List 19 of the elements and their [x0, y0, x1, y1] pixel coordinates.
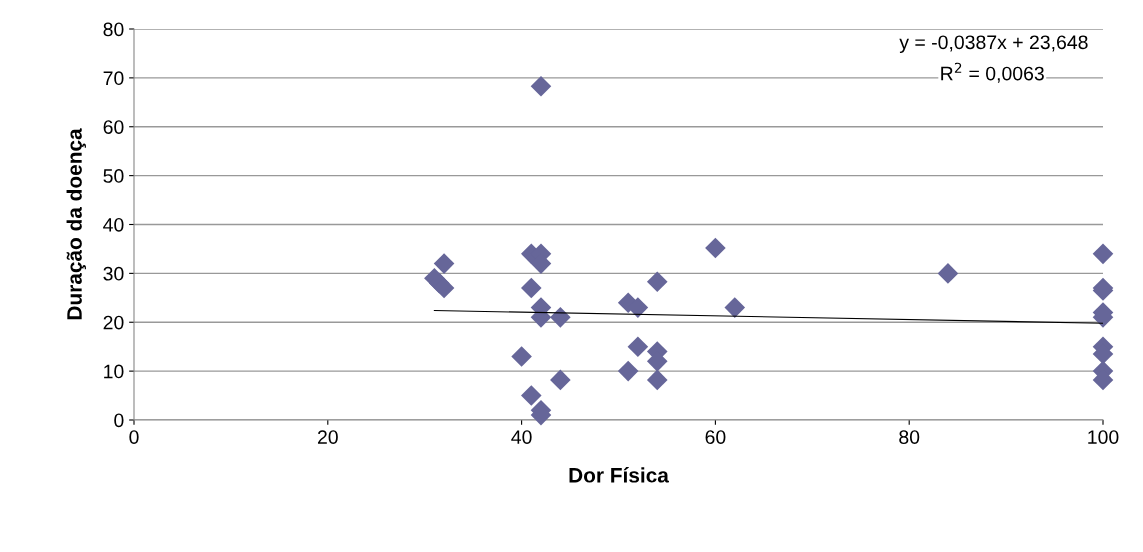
annotation: y = -0,0387x + 23,648 [899, 35, 1088, 53]
x-tick-label: 0 [129, 430, 139, 444]
y-tick-label: 0 [114, 413, 124, 428]
y-tick-label: 30 [103, 266, 124, 281]
y-tick-label: 70 [103, 71, 124, 86]
y-tick-label: 50 [103, 169, 124, 183]
x-tick-label: 20 [317, 430, 338, 444]
y-tick-label: 60 [103, 120, 124, 134]
y-tick-label: 10 [104, 364, 124, 379]
x-tick-label: 40 [511, 430, 532, 444]
y-axis-title: Duração da doença [66, 128, 86, 320]
x-tick-label: 100 [1088, 430, 1119, 444]
annotation: R$^{2}$ = 0,0063 [941, 62, 1044, 83]
y-tick-label: 40 [103, 217, 124, 232]
x-axis-title: Dor Física [569, 467, 669, 483]
y-tick-label: 80 [103, 22, 124, 37]
x-tick-label: 80 [899, 430, 920, 444]
x-tick-label: 60 [705, 430, 726, 444]
y-tick-label: 20 [103, 315, 124, 330]
